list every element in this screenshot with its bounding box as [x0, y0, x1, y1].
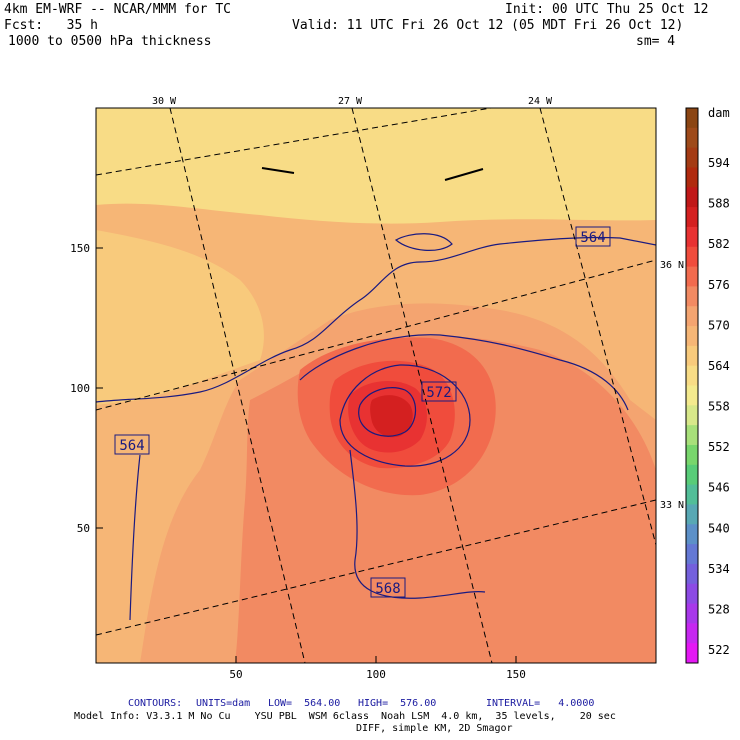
parallel-label: 36 N: [660, 260, 684, 271]
colorbar-swatch: [686, 464, 698, 486]
colorbar-swatch: [686, 544, 698, 565]
diffusion-info: DIFF, simple KM, 2D Smagor: [356, 723, 513, 734]
colorbar-label: 576: [708, 278, 730, 292]
colorbar-label: 570: [708, 318, 730, 332]
colorbar-swatch: [686, 504, 698, 525]
contour-label: 564: [119, 438, 144, 454]
meridian-label: 30 W: [152, 96, 177, 107]
colorbar-swatch: [686, 603, 698, 624]
parallel-label: 33 N: [660, 500, 684, 511]
colorbar-swatch: [686, 405, 698, 426]
colorbar-swatch: [686, 266, 698, 287]
colorbar-swatch: [686, 444, 698, 466]
init-time: Init: 00 UTC Thu 25 Oct 12: [505, 2, 709, 17]
colorbar-swatch: [686, 524, 698, 545]
colorbar-swatch: [686, 226, 698, 248]
graticule: [96, 108, 656, 663]
contours-label: CONTOURS:: [128, 698, 183, 709]
y-tick-label: 100: [70, 382, 90, 395]
smoothing: sm= 4: [636, 34, 676, 49]
field-name: 1000 to 0500 hPa thickness: [8, 34, 212, 49]
colorbar-label: 582: [708, 237, 730, 251]
colorbar-label: 546: [708, 481, 730, 495]
contour-lines: [96, 233, 656, 621]
colorbar-label: 558: [708, 400, 730, 414]
meridian-label: 27 W: [338, 96, 363, 107]
colorbar-swatch: [686, 425, 698, 446]
colorbar-label: 534: [708, 562, 730, 576]
y-tick-label: 50: [77, 522, 90, 535]
wind-barb: [261, 167, 295, 174]
parallel-39n: [96, 108, 494, 176]
contour-interval: INTERVAL= 4.0000: [486, 698, 595, 709]
colorbar-swatch: [686, 385, 698, 406]
colorbar-swatch: [686, 147, 698, 168]
colorbar: [685, 107, 699, 664]
parallel-33n: [96, 499, 656, 636]
shaded-field: [96, 108, 656, 663]
colorbar-label: 540: [708, 521, 730, 535]
contour-label: 572: [426, 385, 451, 401]
meridian-24w: [539, 108, 656, 547]
colorbar-label: 588: [708, 197, 730, 211]
colorbar-swatch: [686, 365, 698, 386]
colorbar-label: 594: [708, 156, 730, 170]
colorbar-swatch: [686, 286, 698, 307]
colorbar-swatch: [686, 326, 698, 347]
x-tick-label: 50: [229, 668, 242, 681]
colorbar-swatch: [686, 583, 698, 605]
meridian-label: 24 W: [528, 96, 553, 107]
model-title: 4km EM-WRF -- NCAR/MMM for TC: [4, 2, 231, 17]
colorbar-swatch: [686, 484, 698, 505]
contour-low: LOW= 564.00: [268, 698, 341, 709]
colorbar-swatch: [686, 643, 698, 664]
valid-time: Valid: 11 UTC Fri 26 Oct 12 (05 MDT Fri …: [292, 18, 684, 33]
forecast-hour: Fcst: 35 h: [4, 18, 98, 33]
wind-barb: [444, 168, 484, 181]
colorbar-swatch: [686, 108, 698, 129]
y-tick-label: 150: [70, 242, 90, 255]
colorbar-swatch: [686, 563, 698, 585]
wind-barbs: [261, 167, 484, 181]
parallel-36n: [96, 259, 656, 411]
x-tick-label: 100: [366, 668, 386, 681]
colorbar-swatch: [686, 623, 698, 644]
colorbar-swatch: [686, 207, 698, 228]
meridian-30w: [169, 108, 306, 663]
colorbar-swatch: [686, 127, 698, 149]
colorbar-label: 528: [708, 602, 730, 616]
colorbar-swatch: [686, 306, 698, 327]
colorbar-swatch: [686, 345, 698, 367]
colorbar-label: 522: [708, 643, 730, 657]
contour-label: 564: [580, 230, 605, 246]
model-info: Model Info: V3.3.1 M No Cu YSU PBL WSM 6…: [74, 711, 616, 722]
contour-units: UNITS=dam: [196, 698, 251, 709]
contour-label: 568: [375, 581, 400, 597]
colorbar-swatch: [686, 167, 698, 188]
meridian-27w: [351, 108, 493, 663]
x-tick-label: 150: [506, 668, 526, 681]
colorbar-label: 564: [708, 359, 730, 373]
contour-high: HIGH= 576.00: [358, 698, 437, 709]
colorbar-label: 552: [708, 440, 730, 454]
colorbar-unit: dam: [708, 106, 730, 120]
colorbar-swatch: [686, 187, 698, 208]
tick-marks: [96, 247, 517, 663]
colorbar-swatch: [686, 246, 698, 268]
